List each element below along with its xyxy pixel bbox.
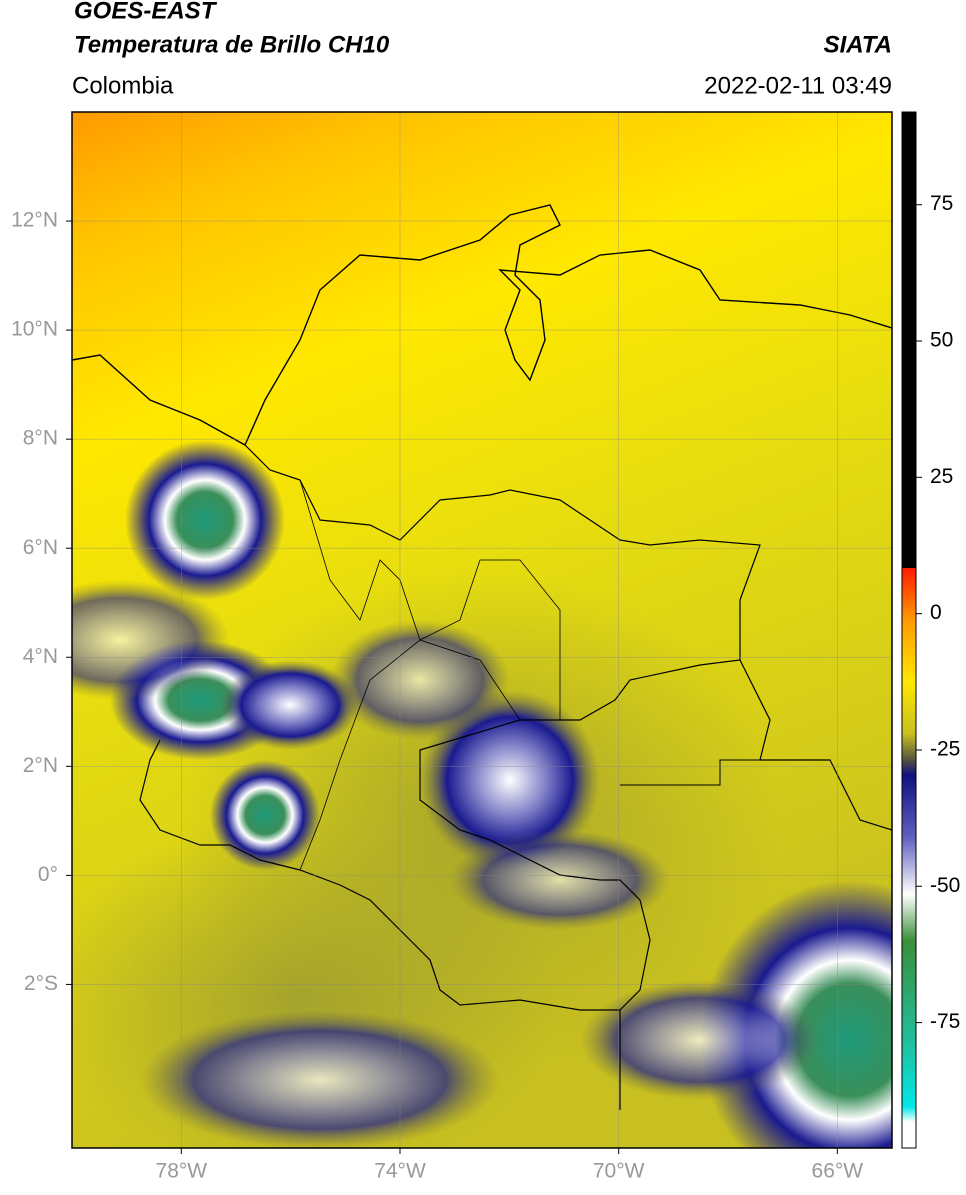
- colorbar-tick-label: 75: [930, 192, 953, 215]
- region: Colombia: [72, 72, 174, 99]
- colorbar-tick-label: -25: [930, 738, 960, 761]
- colorbar-tick-label: 25: [930, 465, 953, 488]
- y-tick-label: 4°N: [23, 645, 58, 668]
- subtitle: Temperatura de Brillo CH10: [74, 31, 390, 58]
- y-tick-label: 0°: [38, 863, 58, 886]
- x-tick-label: 74°W: [374, 1160, 426, 1183]
- source: SIATA: [824, 31, 892, 58]
- x-tick-label: 70°W: [593, 1160, 645, 1183]
- y-tick-label: 12°N: [11, 209, 58, 232]
- map-frame: [71, 111, 893, 1149]
- colorbar-tick-label: -75: [930, 1010, 960, 1033]
- x-tick-label: 66°W: [812, 1160, 864, 1183]
- timestamp: 2022-02-11 03:49: [704, 72, 892, 99]
- y-tick-label: 6°N: [23, 536, 58, 559]
- x-tick-label: 78°W: [156, 1160, 208, 1183]
- colorbar: [901, 111, 917, 1149]
- map-image: [72, 112, 892, 1148]
- y-tick-label: 2°N: [23, 754, 58, 777]
- title: GOES-EAST: [74, 0, 218, 24]
- colorbar-tick-label: 0: [930, 601, 942, 624]
- graticule: [66, 112, 892, 1154]
- colorbar-tick-label: 50: [930, 329, 953, 352]
- y-tick-label: 10°N: [11, 318, 58, 341]
- y-tick-label: 8°N: [23, 427, 58, 450]
- colorbar-tick-label: -50: [930, 874, 960, 897]
- y-tick-label: 2°S: [24, 972, 58, 995]
